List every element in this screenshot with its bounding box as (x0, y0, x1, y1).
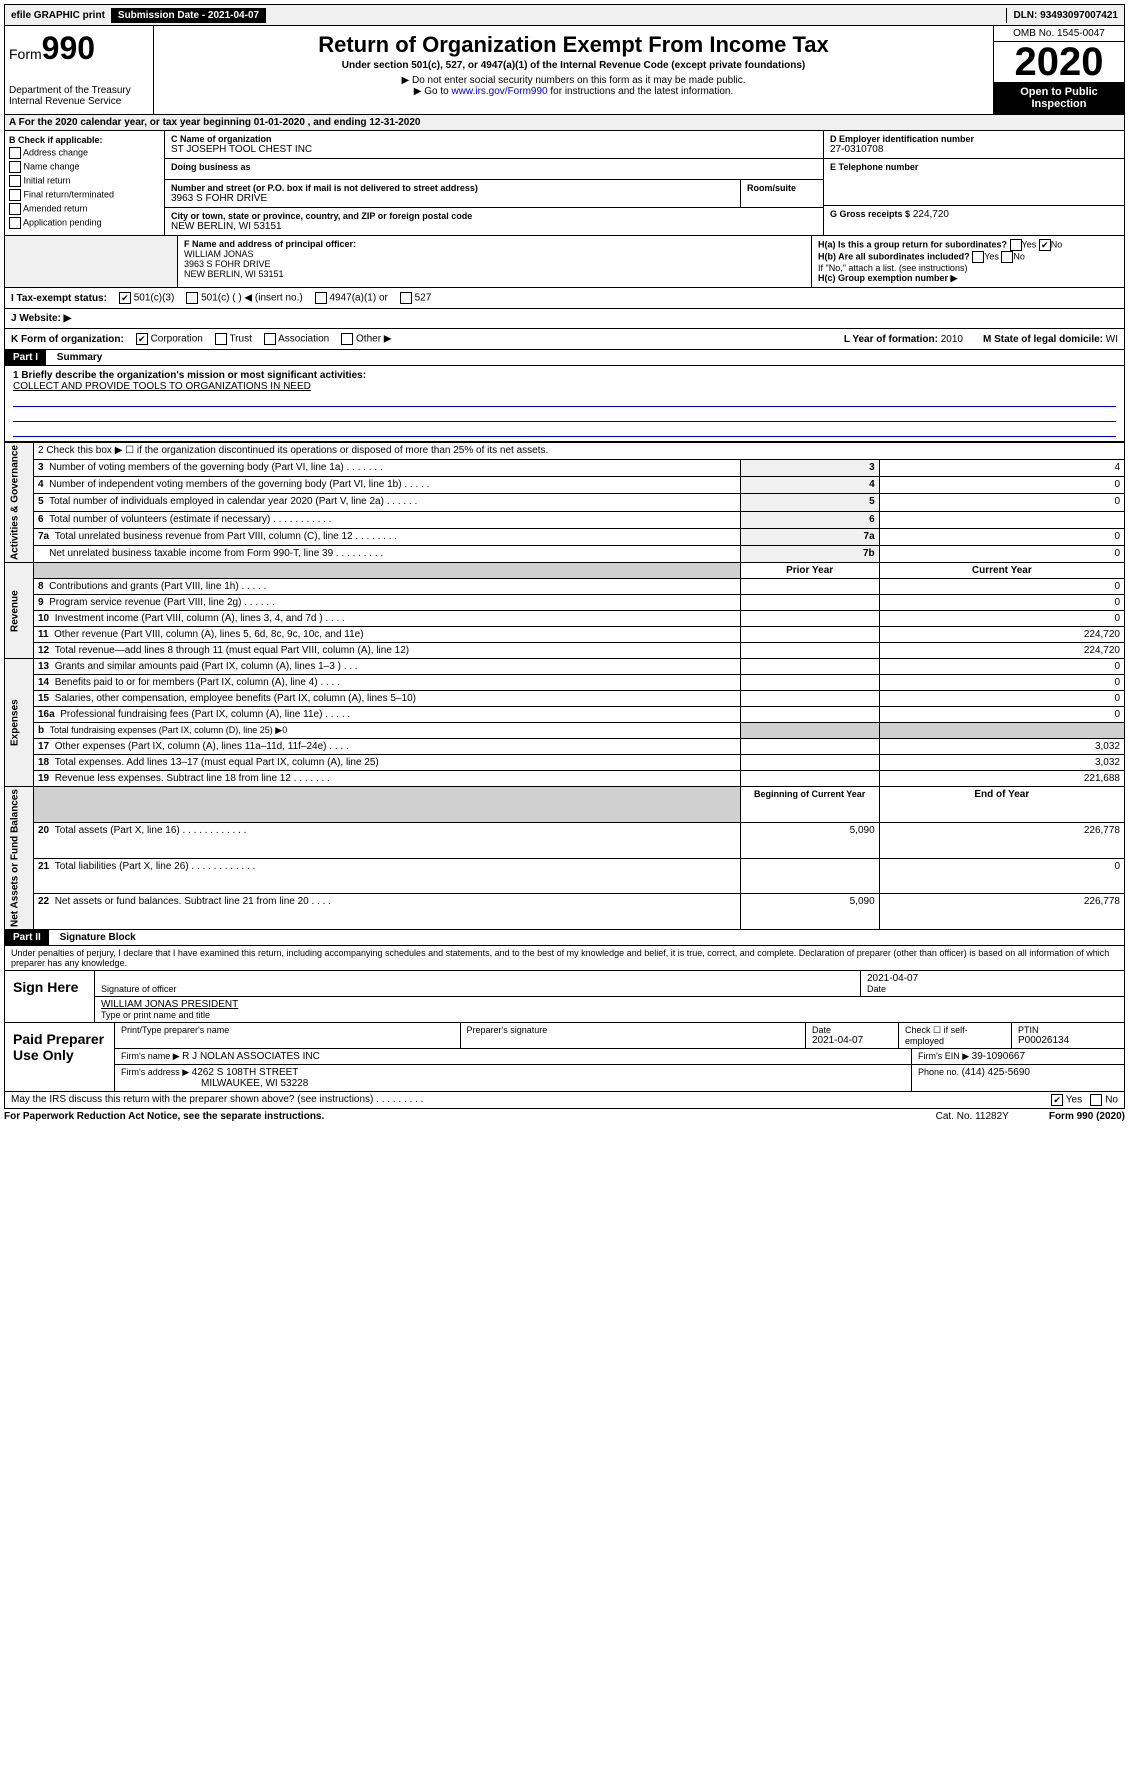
paperwork-footer: For Paperwork Reduction Act Notice, see … (4, 1109, 1125, 1124)
ssn-note: ▶ Do not enter social security numbers o… (158, 75, 989, 86)
section-netassets: Net Assets or Fund Balances (5, 787, 34, 930)
officer-addr1: 3963 S FOHR DRIVE (184, 259, 805, 269)
ha-no[interactable] (1039, 239, 1051, 251)
ein-label: D Employer identification number (830, 134, 1118, 144)
address-label: Number and street (or P.O. box if mail i… (171, 183, 734, 193)
perjury-text: Under penalties of perjury, I declare th… (4, 946, 1125, 971)
submission-date: Submission Date - 2021-04-07 (112, 8, 266, 23)
tax-status-row: I Tax-exempt status: 501(c)(3) 501(c) ( … (4, 288, 1125, 309)
hb-label: H(b) Are all subordinates included? (818, 251, 970, 261)
cb-address-change[interactable]: Address change (9, 147, 160, 159)
cat-number: Cat. No. 11282Y (936, 1111, 1009, 1122)
officer-label: F Name and address of principal officer: (184, 239, 805, 249)
summary-table: Activities & Governance 2 Check this box… (4, 442, 1125, 930)
dln: DLN: 93493097007421 (1006, 8, 1124, 23)
cb-other[interactable] (341, 333, 353, 345)
form-header: Form990 Department of the Treasury Inter… (4, 26, 1125, 115)
section-governance: Activities & Governance (5, 443, 34, 563)
efile-button[interactable]: efile GRAPHIC print (5, 8, 112, 23)
instructions-note: ▶ Go to www.irs.gov/Form990 for instruct… (158, 86, 989, 97)
mission-block: 1 Briefly describe the organization's mi… (4, 366, 1125, 442)
dba-label: Doing business as (171, 162, 817, 172)
mission-text: COLLECT AND PROVIDE TOOLS TO ORGANIZATIO… (13, 381, 1116, 392)
paid-preparer-label: Paid Preparer Use Only (5, 1023, 115, 1091)
discuss-no[interactable] (1090, 1094, 1102, 1106)
org-name: ST JOSEPH TOOL CHEST INC (171, 144, 817, 155)
cb-501c[interactable] (186, 292, 198, 304)
part-1-header: Part I Summary (4, 350, 1125, 366)
cb-527[interactable] (400, 292, 412, 304)
state-domicile: WI (1106, 334, 1118, 345)
top-bar: efile GRAPHIC print Submission Date - 20… (4, 4, 1125, 26)
officer-name: WILLIAM JONAS (184, 249, 805, 259)
hc-label: H(c) Group exemption number ▶ (818, 273, 957, 283)
cb-initial-return[interactable]: Initial return (9, 175, 160, 187)
firm-city: MILWAUKEE, WI 53228 (121, 1078, 905, 1089)
cb-corp[interactable] (136, 333, 148, 345)
cb-final-return[interactable]: Final return/terminated (9, 189, 160, 201)
form-subtitle: Under section 501(c), 527, or 4947(a)(1)… (158, 60, 989, 71)
address-value: 3963 S FOHR DRIVE (171, 193, 734, 204)
part-2-header: Part II Signature Block (4, 930, 1125, 946)
dept-treasury: Department of the Treasury Internal Reve… (9, 85, 149, 107)
year-formation: 2010 (941, 334, 963, 345)
cb-amended[interactable]: Amended return (9, 203, 160, 215)
cb-name-change[interactable]: Name change (9, 161, 160, 173)
cb-501c3[interactable] (119, 292, 131, 304)
gross-label: G Gross receipts $ (830, 209, 910, 219)
period-row: A For the 2020 calendar year, or tax yea… (4, 115, 1125, 131)
korg-row: K Form of organization: Corporation Trus… (4, 329, 1125, 350)
form-number: Form990 (9, 30, 149, 67)
irs-link[interactable]: www.irs.gov/Form990 (451, 86, 547, 97)
discuss-row: May the IRS discuss this return with the… (4, 1092, 1125, 1109)
cb-trust[interactable] (215, 333, 227, 345)
firm-name: R J NOLAN ASSOCIATES INC (182, 1051, 320, 1062)
cb-app-pending[interactable]: Application pending (9, 217, 160, 229)
open-public-badge: Open to Public Inspection (994, 82, 1124, 114)
firm-address: 4262 S 108TH STREET (192, 1067, 299, 1078)
ha-label: H(a) Is this a group return for subordin… (818, 239, 1007, 249)
city-value: NEW BERLIN, WI 53151 (171, 221, 817, 232)
org-name-label: C Name of organization (171, 134, 817, 144)
cb-assoc[interactable] (264, 333, 276, 345)
entity-block: B Check if applicable: Address change Na… (4, 131, 1125, 236)
sign-here-block: Sign Here Signature of officer 2021-04-0… (4, 971, 1125, 1023)
hb-note: If "No," attach a list. (see instruction… (818, 263, 1118, 273)
form-title: Return of Organization Exempt From Incom… (158, 32, 989, 58)
check-applicable: B Check if applicable: Address change Na… (5, 131, 165, 235)
officer-signed-name: WILLIAM JONAS PRESIDENT (101, 999, 1118, 1010)
discuss-yes[interactable] (1051, 1094, 1063, 1106)
tax-year: 2020 (994, 42, 1124, 82)
hb-no[interactable] (1001, 251, 1013, 263)
gross-value: 224,720 (913, 209, 949, 220)
form-footer: Form 990 (2020) (1049, 1111, 1125, 1122)
firm-ein: 39-1090667 (972, 1051, 1025, 1062)
paid-preparer-block: Paid Preparer Use Only Print/Type prepar… (4, 1023, 1125, 1092)
officer-addr2: NEW BERLIN, WI 53151 (184, 269, 805, 279)
city-label: City or town, state or province, country… (171, 211, 817, 221)
firm-phone: (414) 425-5690 (962, 1067, 1030, 1078)
section-expenses: Expenses (5, 659, 34, 787)
officer-h-row: F Name and address of principal officer:… (4, 236, 1125, 288)
hb-yes[interactable] (972, 251, 984, 263)
cb-4947[interactable] (315, 292, 327, 304)
sign-here-label: Sign Here (5, 971, 95, 1022)
website-row: J Website: ▶ (4, 309, 1125, 329)
line-2: 2 Check this box ▶ ☐ if the organization… (34, 443, 1125, 460)
section-revenue: Revenue (5, 563, 34, 659)
ein-value: 27-0310708 (830, 144, 1118, 155)
phone-label: E Telephone number (830, 162, 1118, 172)
sign-date: 2021-04-07 (867, 973, 1118, 984)
room-label: Room/suite (747, 183, 817, 193)
ha-yes[interactable] (1010, 239, 1022, 251)
